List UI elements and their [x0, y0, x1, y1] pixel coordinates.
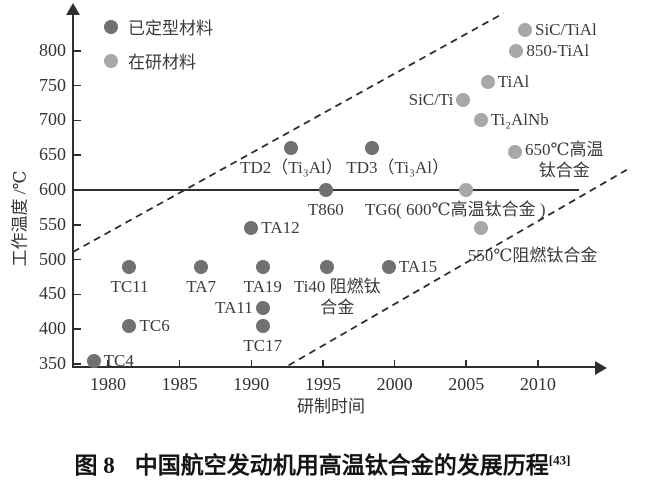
data-point-label: SiC/Ti	[408, 89, 454, 109]
data-point-label: TC11	[110, 276, 149, 296]
figure-caption: 图 8 中国航空发动机用高温钛合金的发展历程[43]	[0, 446, 645, 480]
y-axis-tick-label: 500	[39, 248, 66, 269]
data-point-dot	[507, 144, 522, 159]
titanium-alloy-development-chart: 工作温度 /℃ 研制时间 已定型材料 在研材料 350 400 450 500 550 6…	[11, 3, 628, 416]
finalized-material-dot-icon	[104, 19, 118, 34]
x-axis-tick-label: 2000	[376, 374, 413, 394]
data-point-dot	[284, 141, 299, 156]
legend-label-finalized: 已定型材料	[128, 19, 213, 38]
data-point-label: TA15	[398, 256, 438, 276]
y-axis-tick-label: 550	[39, 213, 66, 234]
x-axis-line	[73, 366, 597, 369]
y-axis-tick-label: 650	[39, 144, 66, 165]
x-axis-tick	[250, 360, 253, 367]
data-point-dot	[320, 259, 335, 274]
data-point-dot	[473, 221, 488, 236]
data-point-dot	[480, 75, 495, 90]
y-axis-tick	[74, 50, 81, 52]
x-axis-tick-label: 1995	[304, 374, 341, 394]
data-point-dot	[122, 259, 137, 274]
data-point-dot	[255, 259, 270, 274]
x-axis-tick	[537, 360, 539, 367]
legend-item-finalized: 已定型材料	[104, 14, 213, 39]
y-axis-tick-label: 750	[39, 74, 66, 95]
data-point-label: TA12	[261, 218, 300, 238]
dashed-trend-line	[72, 12, 504, 253]
x-axis-tick-label: 2010	[519, 374, 556, 394]
data-point-label: TG6( 600℃高温钛合金 )	[364, 200, 546, 219]
x-axis-arrow-icon	[595, 360, 607, 375]
data-point-dot	[255, 301, 270, 316]
data-point-label: TC4	[103, 350, 134, 370]
chart-legend: 已定型材料 在研材料	[104, 14, 213, 82]
y-axis-tick	[74, 84, 81, 87]
y-axis-tick-label: 700	[39, 109, 66, 130]
data-point-dot	[518, 22, 532, 37]
data-point-dot	[459, 183, 474, 197]
in-research-material-dot-icon	[104, 53, 118, 68]
legend-item-in-research: 在研材料	[104, 48, 213, 73]
y-axis-tick	[74, 224, 81, 226]
y-axis-tick	[74, 119, 81, 122]
data-point-label: TC17	[243, 335, 283, 355]
data-point-label: Ti₂AlNb	[490, 110, 549, 130]
data-point-dot	[122, 318, 137, 333]
data-point-dot	[194, 259, 209, 274]
x-axis-tick	[465, 360, 468, 367]
trend-band-dashed-lines	[72, 12, 628, 367]
y-axis-tick-label: 450	[39, 283, 66, 304]
dashed-trend-line	[288, 169, 628, 367]
x-axis-tick	[107, 360, 109, 367]
data-point-label: TA7	[186, 276, 217, 296]
y-axis-tick-label: 400	[39, 318, 66, 339]
x-axis-tick-label: 2005	[448, 374, 485, 394]
data-point-label: 850-TiAl	[526, 40, 590, 60]
data-point-dot	[381, 259, 396, 274]
figure-caption-number: 图 8	[74, 453, 115, 478]
y-axis-tick-label: 800	[39, 39, 66, 60]
data-point-label: TD2（Ti₃Al）	[240, 158, 343, 178]
figure-caption-reference: [43]	[548, 452, 571, 468]
data-point-label: TA19	[243, 276, 282, 296]
data-point-dot	[473, 113, 488, 128]
y-axis-line	[72, 12, 74, 368]
y-axis-arrow-icon	[66, 3, 80, 15]
data-point-label: TC6	[139, 315, 170, 335]
y-axis-tick	[74, 258, 81, 261]
y-axis-tick	[74, 154, 81, 156]
y-axis-tick-label: 350	[39, 353, 66, 373]
data-point-dot	[509, 43, 524, 58]
data-point-label: TiAl	[497, 72, 530, 92]
y-axis-tick	[74, 328, 81, 330]
data-point-label: Ti40 阻燃钛 合金	[293, 276, 381, 317]
x-axis-tick	[322, 360, 324, 367]
data-point-label: T860	[307, 200, 344, 219]
y-axis-tick	[74, 293, 81, 296]
data-point-label: 650℃高温 钛合金	[524, 139, 604, 180]
data-point-label: TD3（Ti₃Al）	[346, 158, 449, 178]
y-axis-tick	[74, 363, 81, 365]
data-point-dot	[364, 141, 379, 156]
x-axis-title: 研制时间	[297, 397, 365, 416]
data-point-dot	[86, 353, 101, 368]
figure-caption-text: 中国航空发动机用高温钛合金的发展历程	[134, 453, 549, 478]
y-axis-tick-label: 600	[39, 179, 66, 199]
x-axis-tick	[393, 360, 396, 367]
x-axis-tick-label: 1990	[233, 374, 270, 394]
x-axis-tick-label: 1985	[161, 374, 198, 394]
data-point-label: SiC/TiAl	[535, 19, 597, 39]
data-point-dot	[244, 221, 259, 236]
data-point-dot	[456, 92, 471, 107]
x-axis-tick-label: 1980	[90, 374, 126, 394]
x-axis-tick	[178, 360, 181, 367]
data-point-dot	[255, 318, 270, 333]
data-point-label: 550℃阻燃钛合金	[467, 246, 598, 266]
legend-label-in-research: 在研材料	[128, 53, 196, 72]
data-point-label: TA11	[215, 298, 253, 318]
data-point-dot	[318, 183, 333, 197]
